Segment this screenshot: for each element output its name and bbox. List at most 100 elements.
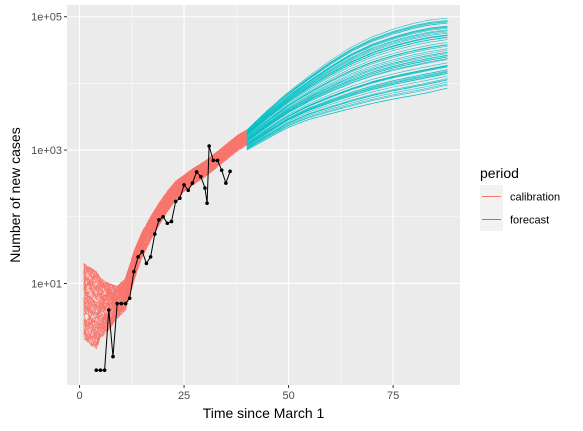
forecast-line xyxy=(246,84,448,150)
x-axis-title: Time since March 1 xyxy=(203,405,325,421)
forecast-line xyxy=(246,53,448,141)
forecast-line xyxy=(246,83,448,150)
observed-point xyxy=(186,188,191,193)
forecast-line xyxy=(246,31,448,135)
observed-point xyxy=(148,255,153,259)
observed-point xyxy=(205,201,209,205)
observed-point xyxy=(207,144,211,148)
forecast-line xyxy=(246,17,448,131)
observed-point xyxy=(211,158,216,163)
observed-point xyxy=(98,368,103,373)
observed-line xyxy=(96,145,231,371)
plot-background xyxy=(67,5,460,385)
forecast-line xyxy=(246,32,448,135)
y-tick-label: 1e+03 xyxy=(31,145,62,157)
observed-point xyxy=(215,158,220,163)
calibration-line xyxy=(83,129,247,302)
calibration-line xyxy=(83,139,248,335)
y-axis-title: Number of new cases xyxy=(7,127,23,262)
forecast-line xyxy=(246,48,448,140)
x-tick-label: 0 xyxy=(76,390,82,402)
calibration-line xyxy=(83,139,247,316)
observed-point xyxy=(132,269,136,274)
legend-title: period xyxy=(480,165,519,181)
forecast-line xyxy=(246,29,448,134)
forecast-line xyxy=(246,21,448,132)
observed-point xyxy=(123,301,128,306)
calibration-line xyxy=(83,140,248,330)
observed-point xyxy=(157,218,161,222)
forecast-line xyxy=(246,52,448,141)
observed-point xyxy=(228,169,232,174)
forecast-line xyxy=(246,87,448,151)
observed-point xyxy=(136,255,140,259)
forecast-line xyxy=(246,65,448,144)
forecast-line xyxy=(246,73,448,147)
y-axis: 1e+01 1e+03 1e+05 xyxy=(31,12,67,290)
forecast-line xyxy=(246,20,448,131)
observed-point xyxy=(169,219,174,224)
series-layer xyxy=(83,17,448,373)
forecast-line xyxy=(246,39,448,137)
legend: period calibration forecast xyxy=(480,165,560,231)
forecast-line xyxy=(246,27,448,134)
observed-point xyxy=(127,296,132,301)
legend-entries: calibration forecast xyxy=(480,185,560,231)
forecast-line xyxy=(246,59,448,143)
observed-point xyxy=(111,354,115,359)
observed-point xyxy=(198,174,203,179)
forecast-line xyxy=(246,70,448,146)
calibration-line xyxy=(83,138,248,340)
forecast-line xyxy=(246,22,448,132)
observed-point xyxy=(102,368,107,373)
forecast-line xyxy=(246,69,448,146)
x-tick-label: 75 xyxy=(387,390,399,402)
calibration-line xyxy=(83,131,248,303)
observed-point xyxy=(144,261,149,266)
observed-point xyxy=(119,301,124,306)
observed-point xyxy=(224,181,228,185)
observed-point xyxy=(165,221,170,226)
grid-major xyxy=(67,5,460,385)
calibration-line xyxy=(83,133,248,311)
forecast-line xyxy=(246,56,448,142)
observed-point xyxy=(190,181,195,185)
forecast-line xyxy=(246,81,448,149)
x-tick-label: 25 xyxy=(178,390,190,402)
forecast-line xyxy=(246,35,448,136)
forecast-line xyxy=(246,42,448,138)
legend-label-forecast: forecast xyxy=(510,215,549,227)
forecast-line xyxy=(246,71,448,146)
y-tick-label: 1e+01 xyxy=(31,278,62,290)
forecast-line xyxy=(246,62,448,144)
legend-label-calibration: calibration xyxy=(510,192,560,204)
forecast-line xyxy=(246,75,448,147)
observed-point xyxy=(173,199,178,204)
series-observed xyxy=(94,144,232,373)
observed-point xyxy=(94,368,99,373)
forecast-line xyxy=(246,79,448,148)
forecast-line xyxy=(246,44,448,138)
forecast-line xyxy=(246,36,448,136)
forecast-line xyxy=(246,55,448,142)
observed-point xyxy=(115,301,119,306)
calibration-line xyxy=(83,132,247,295)
forecast-line xyxy=(246,46,448,139)
forecast-line xyxy=(246,50,448,140)
forecast-line xyxy=(246,78,448,148)
observed-point xyxy=(203,186,207,190)
forecast-line xyxy=(246,34,448,136)
observed-point xyxy=(161,214,165,219)
observed-point xyxy=(152,232,157,236)
series-forecast xyxy=(246,17,448,151)
forecast-line xyxy=(246,58,448,142)
forecast-line xyxy=(246,26,448,133)
observed-point xyxy=(140,249,145,254)
observed-point xyxy=(219,168,224,172)
x-tick-label: 50 xyxy=(282,390,294,402)
observed-point xyxy=(107,308,111,312)
forecast-line xyxy=(246,30,448,134)
x-axis: 0 25 50 75 xyxy=(76,385,399,402)
